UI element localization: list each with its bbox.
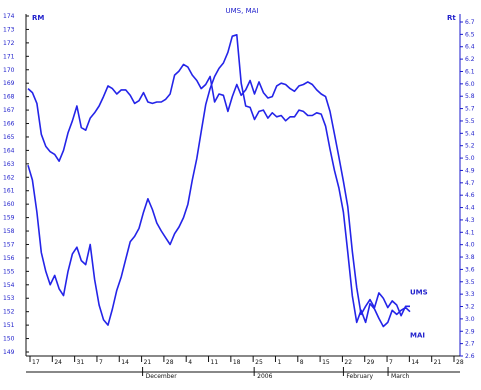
right-tick-label: 2.9: [465, 328, 475, 335]
chart-title: UMS, MAI: [226, 7, 259, 15]
left-tick-label: 159: [3, 215, 15, 222]
right-tick-label: 5.0: [465, 155, 475, 162]
right-tick-label: 2.7: [465, 341, 475, 348]
right-tick-label: 6.2: [465, 56, 475, 63]
right-tick-label: 6.4: [465, 44, 475, 51]
left-tick-label: 153: [3, 295, 15, 302]
right-tick-label: 3.2: [465, 304, 475, 311]
right-tick-label: 4.3: [465, 217, 475, 224]
right-tick-label: 6.0: [465, 81, 475, 88]
right-tick-label: 2.6: [465, 353, 475, 360]
left-tick-label: 158: [3, 228, 15, 235]
x-tick-label: 29: [367, 359, 375, 366]
x-axis-ticks: 17 24 31 7 14 21 28 4 11 18 25 1 8 15 22 29 7 14 21 28Decem…: [29, 356, 464, 380]
left-axis-ticks: 174 173 172 171 170 169 168 167 166 165 164 163 162 1…: [3, 13, 29, 356]
x-month-label: February: [346, 373, 373, 380]
x-month-label: 2006: [257, 373, 272, 380]
left-tick-label: 170: [3, 67, 15, 74]
right-tick-label: 5.5: [465, 118, 475, 125]
x-tick-label: 4: [188, 359, 192, 366]
right-tick-label: 4.7: [465, 180, 475, 187]
x-tick-label: 18: [233, 359, 241, 366]
right-unit-label: Rt: [447, 14, 456, 22]
right-tick-label: 4.6: [465, 192, 475, 199]
left-tick-label: 167: [3, 107, 15, 114]
x-tick-label: 25: [255, 359, 263, 366]
left-tick-label: 161: [3, 188, 15, 195]
left-tick-label: 154: [3, 282, 15, 289]
left-tick-label: 168: [3, 94, 15, 101]
right-tick-label: 6.1: [465, 68, 475, 75]
axes: [25, 14, 461, 373]
right-tick-label: 5.8: [465, 93, 475, 100]
right-axis-ticks: 6.7 6.5 6.4 6.2 6.1 6.0 5.8 5.7 5.5 5.4 5.2 5.0 4.9 4…: [460, 19, 475, 360]
x-tick-label: 14: [121, 359, 129, 366]
left-tick-label: 160: [3, 201, 15, 208]
right-tick-label: 6.7: [465, 19, 475, 26]
x-tick-label: 15: [322, 359, 330, 366]
x-tick-label: 28: [456, 359, 464, 366]
x-tick-label: 7: [99, 359, 103, 366]
left-tick-label: 150: [3, 336, 15, 343]
series-labels: UMS MAI: [410, 288, 428, 339]
x-tick-label: 21: [144, 359, 152, 366]
right-tick-label: 4.9: [465, 167, 475, 174]
right-tick-label: 3.0: [465, 316, 475, 323]
right-tick-label: 3.5: [465, 279, 475, 286]
left-tick-label: 149: [3, 349, 15, 356]
left-tick-label: 155: [3, 268, 15, 275]
left-tick-label: 152: [3, 309, 15, 316]
series-label-ums: UMS: [410, 288, 428, 296]
series-group: [27, 33, 411, 328]
left-unit-label: RM: [32, 14, 44, 22]
x-tick-label: 8: [300, 359, 304, 366]
x-month-label: December: [146, 373, 178, 380]
right-tick-label: 5.7: [465, 106, 475, 113]
x-tick-label: 31: [77, 359, 85, 366]
left-tick-label: 172: [3, 40, 15, 47]
left-tick-label: 173: [3, 26, 15, 33]
left-tick-label: 169: [3, 80, 15, 87]
series-line-ums: [27, 63, 410, 317]
left-tick-label: 165: [3, 134, 15, 141]
left-tick-label: 163: [3, 161, 15, 168]
x-tick-label: 1: [277, 359, 281, 366]
x-tick-label: 22: [344, 359, 352, 366]
left-tick-label: 151: [3, 322, 15, 329]
series-line-mai: [27, 33, 411, 328]
left-tick-label: 166: [3, 121, 15, 128]
x-tick-label: 17: [32, 359, 40, 366]
right-tick-label: 5.2: [465, 143, 475, 150]
x-tick-label: 21: [434, 359, 442, 366]
left-tick-label: 164: [3, 147, 15, 154]
right-tick-label: 6.5: [465, 31, 475, 38]
x-tick-label: 24: [54, 359, 62, 366]
left-tick-label: 174: [3, 13, 15, 20]
x-month-label: March: [391, 373, 409, 380]
x-tick-label: 7: [389, 359, 393, 366]
right-tick-label: 5.4: [465, 130, 475, 137]
left-tick-label: 171: [3, 53, 15, 60]
x-tick-label: 14: [411, 359, 419, 366]
right-tick-label: 4.0: [465, 242, 475, 249]
x-tick-label: 11: [211, 359, 219, 366]
left-tick-label: 162: [3, 174, 15, 181]
right-tick-label: 3.8: [465, 254, 475, 261]
series-label-mai: MAI: [410, 332, 425, 340]
right-tick-label: 4.4: [465, 205, 475, 212]
left-tick-label: 156: [3, 255, 15, 262]
left-tick-label: 157: [3, 241, 15, 248]
right-tick-label: 4.1: [465, 229, 475, 236]
right-tick-label: 3.6: [465, 266, 475, 273]
x-tick-label: 28: [166, 359, 174, 366]
right-tick-label: 3.3: [465, 291, 475, 298]
